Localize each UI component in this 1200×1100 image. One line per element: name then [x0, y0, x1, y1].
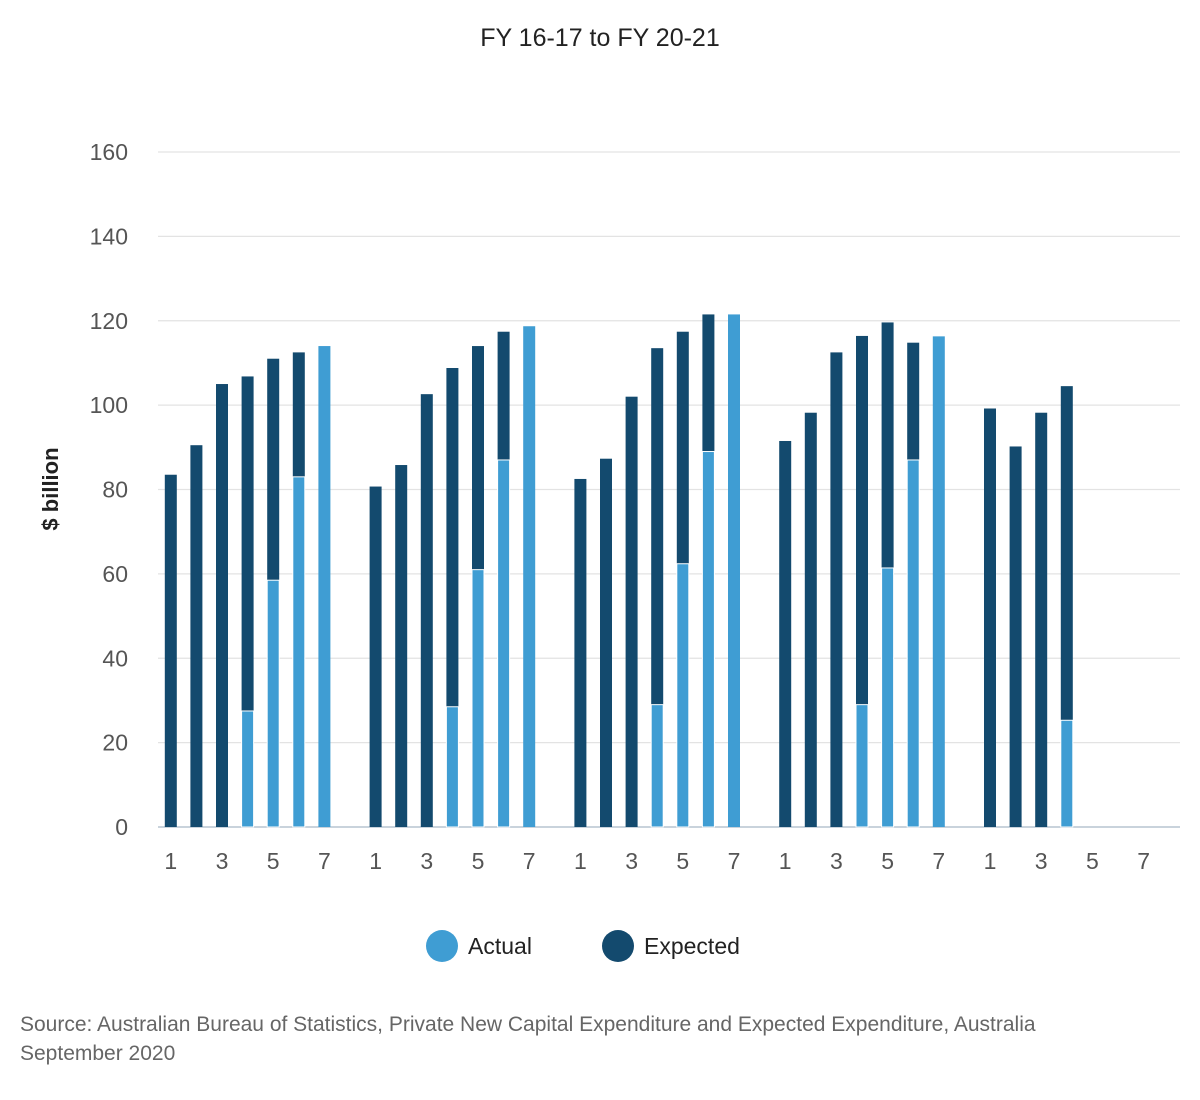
- y-axis-label: $ billion: [38, 447, 63, 530]
- x-tick-label: 7: [523, 848, 536, 874]
- bar-actual: [523, 326, 536, 827]
- bar-actual: [906, 459, 920, 828]
- bar-actual: [266, 579, 280, 828]
- source-note: Source: Australian Bureau of Statistics,…: [20, 1010, 1180, 1068]
- x-tick-label: 7: [1137, 848, 1150, 874]
- bar-actual: [241, 710, 255, 828]
- x-tick-label: 3: [625, 848, 638, 874]
- x-tick-label: 1: [779, 848, 792, 874]
- y-tick-label: 40: [102, 645, 128, 671]
- bar-expected: [190, 445, 203, 827]
- bar-actual: [855, 704, 869, 828]
- legend-item-actual[interactable]: Actual: [426, 926, 532, 966]
- bars: [164, 314, 1074, 828]
- chart-plot: 0 20 40 60 80 100 120 140 160 1 3 5 7 1 3 5 7 1 3 5 7 1 3 5 7 1 3…: [38, 139, 1180, 874]
- bar-actual: [318, 346, 331, 827]
- x-tick-label: 5: [267, 848, 280, 874]
- x-tick-label: 5: [881, 848, 894, 874]
- x-axis-ticks: 1 3 5 7 1 3 5 7 1 3 5 7 1 3 5 7 1 3 5 7: [164, 848, 1150, 874]
- legend-expected-label: Expected: [644, 932, 740, 959]
- bar-expected: [625, 396, 638, 827]
- bar-actual: [650, 704, 664, 828]
- bar-expected: [164, 474, 177, 827]
- bar-expected: [984, 408, 996, 827]
- legend-actual-label: Actual: [468, 932, 532, 959]
- bar-expected: [804, 412, 817, 827]
- legend-item-expected[interactable]: Expected: [602, 926, 740, 966]
- bar-expected: [574, 478, 587, 827]
- source-line-1: Source: Australian Bureau of Statistics,…: [20, 1013, 1036, 1036]
- y-tick-label: 0: [115, 814, 128, 840]
- bar-expected: [1009, 446, 1022, 827]
- bar-expected: [420, 394, 433, 827]
- y-tick-label: 80: [102, 477, 128, 503]
- x-tick-label: 1: [164, 848, 177, 874]
- grid-lines: [158, 151, 1180, 828]
- bar-actual: [497, 459, 511, 828]
- x-tick-label: 1: [984, 848, 997, 874]
- x-tick-label: 5: [1086, 848, 1099, 874]
- bar-expected: [600, 458, 612, 827]
- bar-expected: [1060, 386, 1073, 827]
- x-tick-label: 1: [574, 848, 587, 874]
- bar-expected: [369, 486, 382, 827]
- y-tick-label: 100: [90, 392, 128, 418]
- chart-title: FY 16-17 to FY 20-21: [480, 24, 720, 52]
- x-tick-label: 7: [728, 848, 741, 874]
- x-tick-label: 5: [676, 848, 689, 874]
- y-axis-ticks: 0 20 40 60 80 100 120 140 160: [90, 139, 128, 840]
- x-tick-label: 7: [318, 848, 331, 874]
- x-tick-label: 3: [830, 848, 843, 874]
- bar-expected: [216, 384, 228, 827]
- legend-expected-swatch: [602, 930, 634, 962]
- x-tick-label: 1: [369, 848, 382, 874]
- x-tick-label: 3: [420, 848, 433, 874]
- x-tick-label: 7: [932, 848, 945, 874]
- bar-actual: [701, 451, 715, 828]
- bar-actual: [881, 567, 895, 828]
- source-line-2: September 2020: [20, 1042, 176, 1065]
- legend: Actual Expected: [0, 926, 1200, 972]
- bar-actual: [471, 569, 485, 828]
- bar-actual: [1060, 719, 1074, 828]
- y-tick-label: 160: [90, 139, 128, 165]
- y-tick-label: 140: [90, 223, 128, 249]
- y-tick-label: 20: [102, 730, 128, 756]
- legend-actual-swatch: [426, 930, 458, 962]
- bar-actual: [932, 336, 945, 827]
- bar-actual: [728, 314, 740, 827]
- x-tick-label: 3: [1035, 848, 1048, 874]
- x-tick-label: 5: [472, 848, 485, 874]
- bar-actual: [445, 706, 459, 828]
- bar-actual: [676, 563, 690, 828]
- x-tick-label: 3: [216, 848, 229, 874]
- bar-expected: [395, 465, 408, 827]
- y-tick-label: 120: [90, 308, 128, 334]
- y-tick-label: 60: [102, 561, 128, 587]
- bar-actual: [292, 476, 306, 828]
- bar-expected: [779, 440, 792, 827]
- bar-expected: [1035, 412, 1048, 827]
- bar-expected: [830, 352, 843, 827]
